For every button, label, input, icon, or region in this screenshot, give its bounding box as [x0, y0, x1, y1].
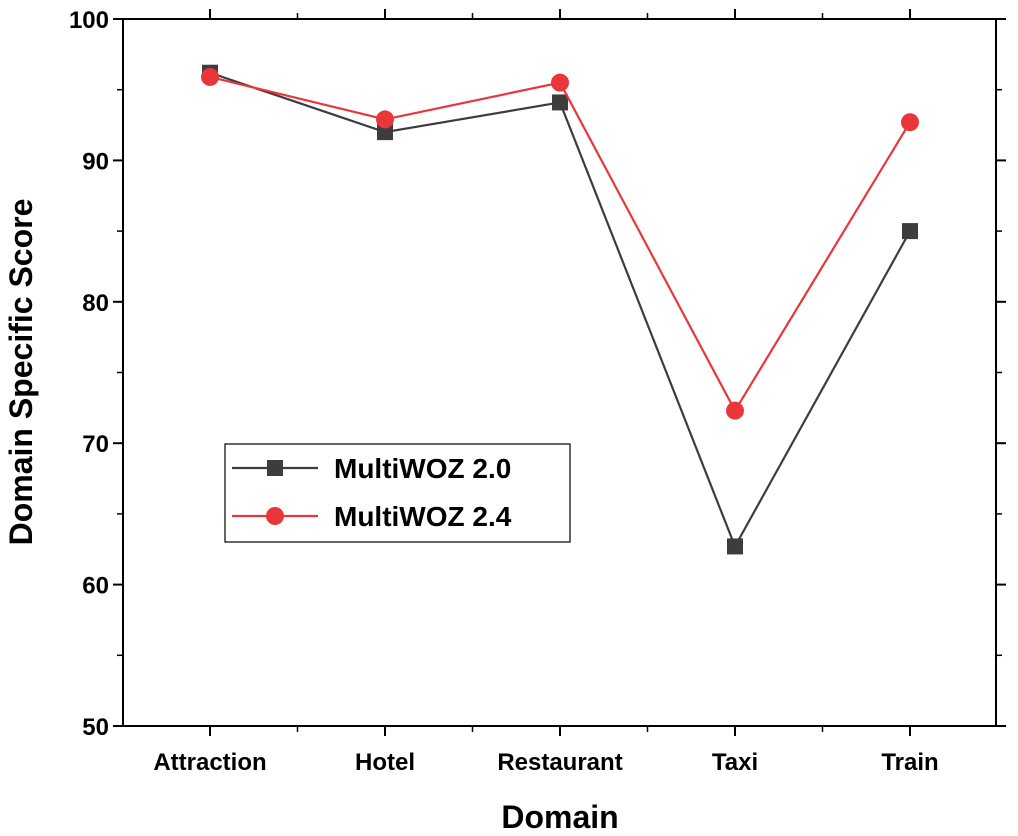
data-point	[377, 124, 393, 141]
data-point	[552, 94, 568, 111]
legend-item: MultiWOZ 2.0	[232, 453, 511, 484]
y-tick-label: 80	[82, 290, 109, 317]
series-line	[209, 75, 911, 413]
y-axis-title: Domain Specific Score	[3, 199, 39, 546]
legend-item: MultiWOZ 2.4	[232, 501, 512, 532]
plot-frame	[122, 18, 997, 727]
data-point	[551, 73, 569, 92]
y-tick-label: 100	[69, 7, 109, 34]
y-axis: 50 60 70 80 90 100	[69, 7, 1006, 741]
x-tick-label: Restaurant	[497, 749, 622, 776]
x-tick-label: Attraction	[153, 749, 266, 776]
data-point	[376, 110, 394, 129]
y-tick-label: 50	[82, 714, 109, 741]
data-point	[902, 223, 918, 240]
x-axis-title: Domain	[501, 799, 618, 835]
data-point	[901, 113, 919, 132]
x-axis: Attraction Hotel Restaurant Taxi Train	[153, 9, 939, 776]
plot-border	[122, 18, 997, 727]
data-point	[727, 538, 743, 555]
data-point	[201, 67, 219, 86]
y-tick-label: 90	[82, 148, 109, 175]
legend-marker	[266, 507, 284, 525]
x-tick-label: Train	[881, 749, 938, 776]
legend-label: MultiWOZ 2.0	[334, 453, 511, 484]
data-point	[726, 401, 744, 420]
legend-marker	[267, 460, 283, 476]
legend-label: MultiWOZ 2.4	[334, 501, 512, 532]
x-tick-label: Taxi	[712, 749, 758, 776]
series-2	[201, 67, 919, 420]
y-tick-label: 70	[82, 431, 109, 458]
y-tick-label: 60	[82, 573, 109, 600]
series-layer	[201, 64, 919, 555]
x-tick-label: Hotel	[355, 749, 415, 776]
legend: MultiWOZ 2.0 MultiWOZ 2.4	[224, 443, 571, 543]
